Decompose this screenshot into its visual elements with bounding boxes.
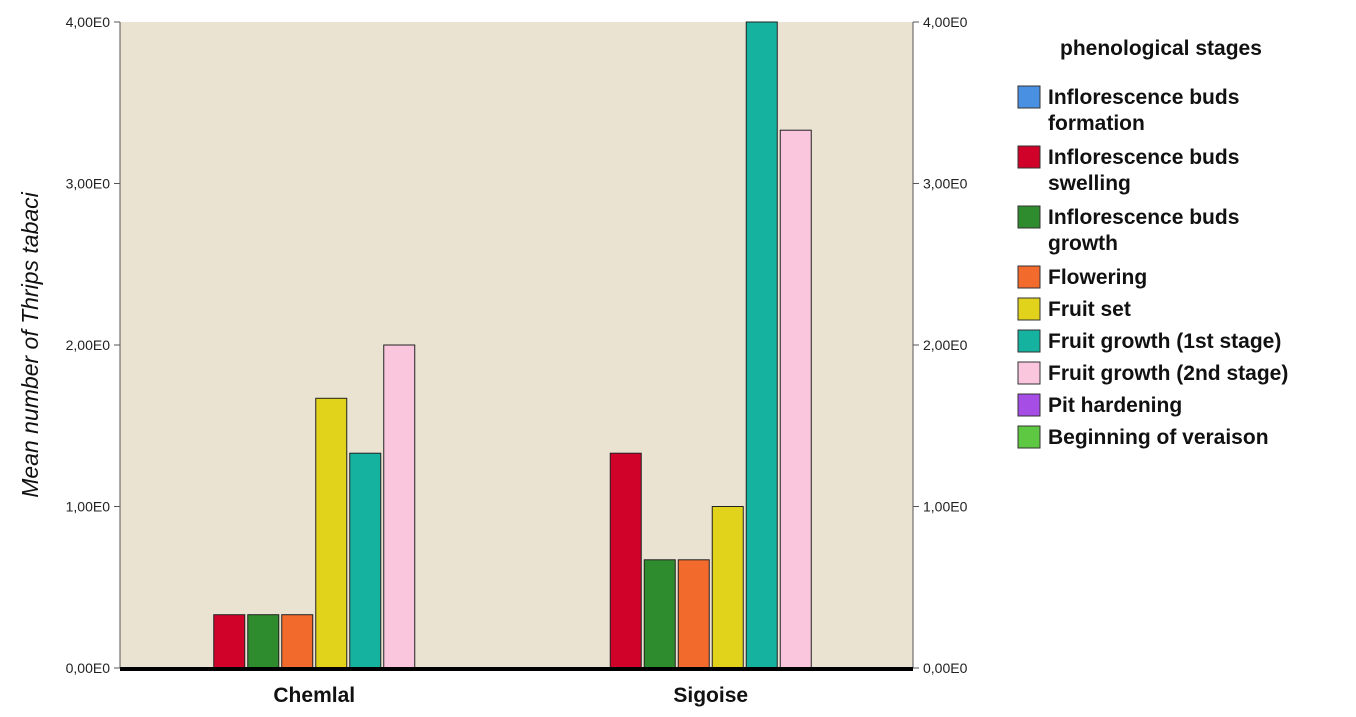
legend-swatch-8 [1017, 425, 1041, 449]
legend-swatch-2 [1017, 205, 1041, 229]
y-tick-label-right: 1,00E0 [923, 499, 968, 515]
bar-chemlal-4 [315, 397, 348, 669]
legend-label-1: swelling [1048, 172, 1131, 195]
legend-swatch-7 [1017, 393, 1041, 417]
legend-label-0: Inflorescence buds [1048, 86, 1239, 109]
bar-chemlal-1 [213, 614, 246, 669]
legend-label-1: Inflorescence buds [1048, 146, 1239, 169]
legend-swatch-4 [1017, 297, 1041, 321]
y-tick-label-left: 4,00E0 [66, 14, 111, 30]
legend-label-6: Fruit growth (2nd stage) [1048, 362, 1288, 385]
legend-label-3: Flowering [1048, 266, 1147, 289]
bar-chemlal-3 [281, 614, 314, 669]
bar-chemlal-6 [383, 344, 416, 669]
bar-chemlal-2 [247, 614, 280, 669]
bar-chemlal-5 [349, 452, 382, 669]
bar-sigoise-5 [745, 21, 778, 669]
x-category-label: Chemlal [273, 684, 355, 707]
bar-sigoise-4 [711, 506, 744, 669]
y-tick-label-left: 3,00E0 [66, 176, 111, 192]
legend-label-0: formation [1048, 112, 1145, 135]
legend-swatch-5 [1017, 329, 1041, 353]
legend-label-7: Pit hardening [1048, 394, 1182, 417]
legend-label-2: growth [1048, 232, 1118, 255]
y-tick-label-left: 2,00E0 [66, 337, 111, 353]
y-tick-label-right: 2,00E0 [923, 337, 968, 353]
y-axis-title: Mean number of Thrips tabaci [17, 191, 43, 497]
legend-label-2: Inflorescence buds [1048, 206, 1239, 229]
y-tick-label-left: 1,00E0 [66, 499, 111, 515]
bar-sigoise-6 [779, 129, 812, 669]
legend-swatch-3 [1017, 265, 1041, 289]
bar-sigoise-3 [677, 559, 710, 669]
x-category-label: Sigoise [673, 684, 748, 707]
legend-title: phenological stages [1060, 37, 1262, 60]
y-tick-label-left: 0,00E0 [66, 660, 111, 676]
legend-swatch-1 [1017, 145, 1041, 169]
bar-sigoise-2 [643, 559, 676, 669]
y-tick-label-right: 4,00E0 [923, 14, 968, 30]
legend-label-4: Fruit set [1048, 298, 1131, 321]
legend-swatch-6 [1017, 361, 1041, 385]
legend-swatch-0 [1017, 85, 1041, 109]
y-tick-label-right: 0,00E0 [923, 660, 968, 676]
legend-label-8: Beginning of veraison [1048, 426, 1269, 449]
bar-sigoise-1 [609, 452, 642, 669]
legend-label-5: Fruit growth (1st stage) [1048, 330, 1281, 353]
y-tick-label-right: 3,00E0 [923, 176, 968, 192]
